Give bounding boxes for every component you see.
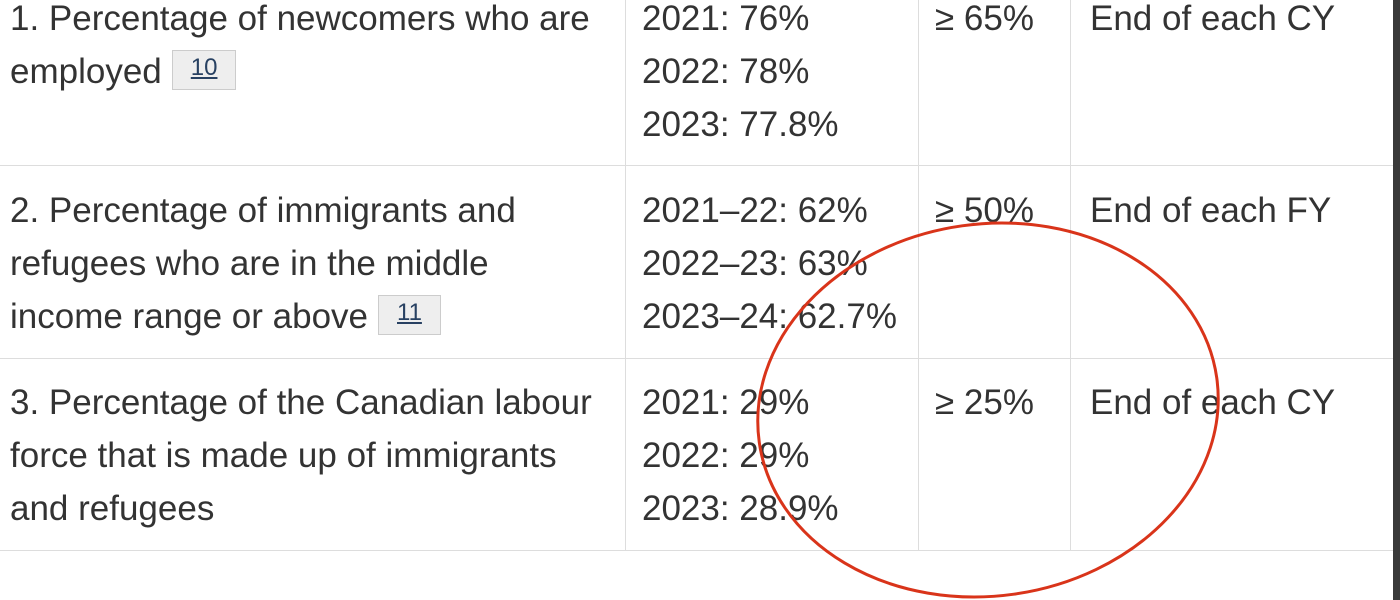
result-line: 2022–23: 63% (642, 244, 868, 283)
row-divider (0, 165, 1393, 166)
result-line: 2022: 29% (642, 436, 810, 475)
result-line: 2023: 77.8% (642, 105, 839, 144)
row-divider (0, 358, 1393, 359)
results-cell: 2021–22: 62% 2022–23: 63% 2023–24: 62.7% (642, 184, 918, 343)
result-line: 2023: 28.9% (642, 489, 839, 528)
column-divider (918, 0, 919, 550)
result-line: 2021: 76% (642, 0, 810, 38)
date-cell: End of each CY (1090, 383, 1336, 422)
indicator-cell: 3. Percentage of the Canadian labour for… (10, 376, 610, 535)
result-line: 2021–22: 62% (642, 191, 868, 230)
date-cell: End of each FY (1090, 191, 1332, 230)
indicator-cell: 2. Percentage of immigrants and refugees… (10, 184, 610, 343)
row-divider (0, 550, 1393, 551)
column-divider (1070, 0, 1071, 550)
indicator-cell: 1. Percentage of newcomers who are emplo… (10, 0, 610, 98)
result-line: 2022: 78% (642, 52, 810, 91)
indicator-text: 1. Percentage of newcomers who are emplo… (10, 0, 590, 91)
indicator-text: 3. Percentage of the Canadian labour for… (10, 383, 592, 528)
result-line: 2021: 29% (642, 383, 810, 422)
date-cell: End of each CY (1090, 0, 1336, 38)
target-cell: ≥ 25% (935, 383, 1034, 422)
red-circle (756, 221, 1220, 599)
target-cell: ≥ 65% (935, 0, 1034, 38)
footnote: 10 (171, 50, 237, 90)
column-divider (625, 0, 626, 550)
footnote-link[interactable]: 10 (190, 54, 218, 81)
window-edge (1393, 0, 1400, 600)
results-cell: 2021: 76% 2022: 78% 2023: 77.8% (642, 0, 918, 151)
result-line: 2023–24: 62.7% (642, 297, 897, 336)
footnote: 11 (378, 295, 441, 335)
footnote-link[interactable]: 11 (397, 299, 422, 326)
results-cell: 2021: 29% 2022: 29% 2023: 28.9% (642, 376, 918, 535)
indicator-text: 2. Percentage of immigrants and refugees… (10, 191, 516, 336)
